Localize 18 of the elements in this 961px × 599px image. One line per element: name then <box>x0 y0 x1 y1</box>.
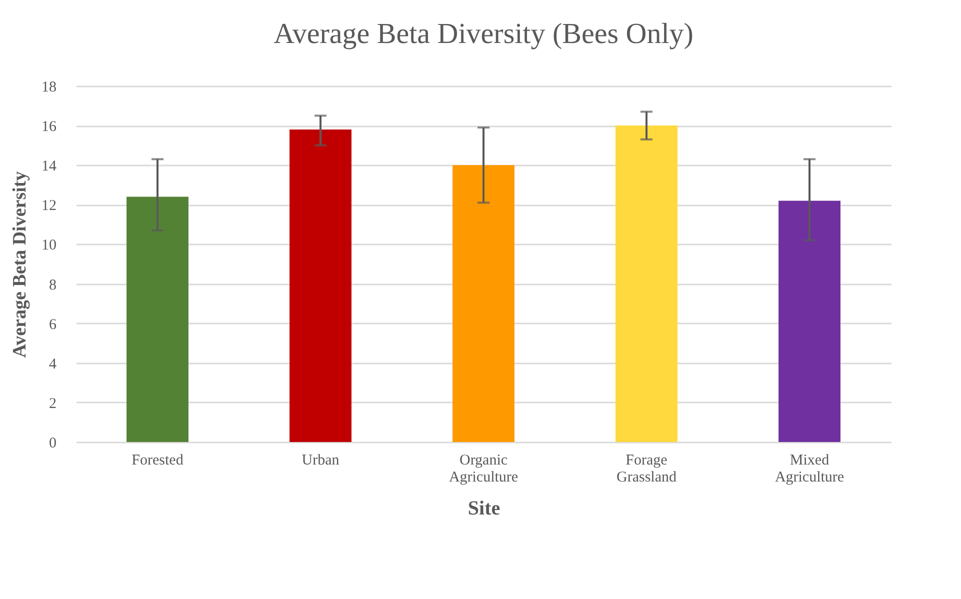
x-tick-label: Forested <box>132 452 184 468</box>
chart-title: Average Beta Diversity (Bees Only) <box>274 18 694 50</box>
y-tick-label: 2 <box>49 396 56 412</box>
y-tick-label: 16 <box>42 119 57 136</box>
y-tick-label: 14 <box>42 158 57 175</box>
y-axis-title: Average Beta Diversity <box>10 170 30 358</box>
y-tick-label: 4 <box>49 356 57 372</box>
y-tick-label: 12 <box>42 198 56 214</box>
y-tick-label: 10 <box>42 238 56 254</box>
x-tick-label: Mixed Agriculture <box>774 452 844 486</box>
x-tick-label: Forage Grassland <box>616 452 677 486</box>
y-tick-label: 18 <box>42 80 56 96</box>
y-tick-label: 6 <box>49 316 57 333</box>
x-tick-label: Urban <box>302 452 340 468</box>
y-tick-label: 8 <box>49 277 56 294</box>
x-tick-label: Organic Agriculture <box>448 452 518 486</box>
y-tick-label: 0 <box>49 436 56 452</box>
x-axis-title: Site <box>468 498 500 520</box>
